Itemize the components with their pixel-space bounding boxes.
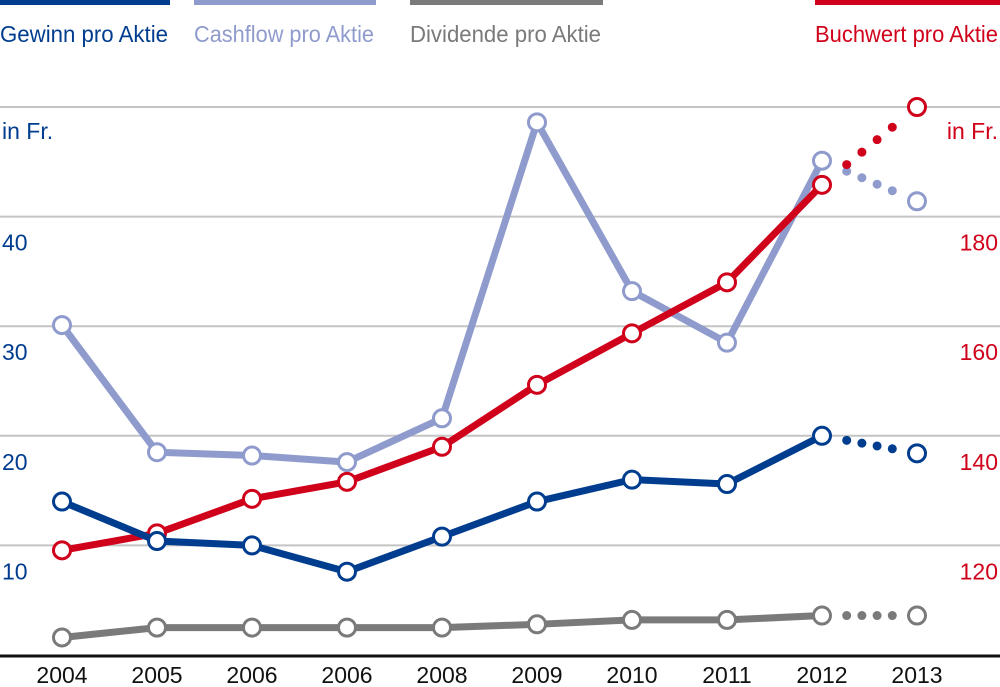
left-tick-label: 10 [2,558,28,584]
data-point [527,491,547,512]
data-point [717,332,737,353]
data-point [52,540,72,561]
data-point [622,609,642,630]
data-point [337,617,357,638]
data-point [717,272,737,293]
data-point [52,627,72,648]
right-tick-label: 180 [960,230,998,256]
data-point [147,531,167,552]
series-lines [52,97,927,648]
data-point [432,408,452,429]
left-axis-unit-label: in Fr. [2,118,53,144]
x-tick-label: 2013 [891,662,942,687]
legend-label: Buchwert pro Aktie [815,21,998,47]
data-point [52,491,72,512]
legend-label: Dividende pro Aktie [410,21,601,47]
data-point [812,174,832,195]
data-point [242,535,262,556]
data-point [147,442,167,463]
x-tick-labels: 2004 2005 2006 2006 2008 2009 2010 2011 2012 2013 [36,662,942,687]
data-point [527,614,547,635]
projection-dot [842,166,852,176]
right-tick-label: 160 [960,339,998,365]
projection-dot [857,147,867,157]
data-point [812,150,832,171]
projection-dot [887,611,897,621]
data-point [337,471,357,492]
left-tick-label: 20 [2,449,28,475]
projection-dot [872,441,882,451]
right-axis-unit-label: in Fr. [947,118,998,144]
x-tick-label: 2012 [796,662,847,687]
data-point [432,526,452,547]
projection-dot [842,611,852,621]
projection-dot [872,135,882,145]
x-tick-label: 2008 [416,662,467,687]
x-tick-label: 2009 [511,662,562,687]
projection-dot [857,438,867,448]
projection-dot [887,186,897,196]
projection-dot [872,179,882,189]
projection-dot [857,173,867,183]
x-tick-label: 2005 [131,662,182,687]
data-point [622,469,642,490]
data-point [432,617,452,638]
right-tick-label: 140 [960,449,998,475]
x-tick-label: 2006 [226,662,277,687]
data-point [242,488,262,509]
x-tick-label: 2010 [606,662,657,687]
x-tick-label: 2004 [36,662,87,687]
projection-dot [887,122,897,132]
data-point [527,374,547,395]
legend-swatch [194,0,376,5]
legend-swatch [815,0,1000,5]
data-point [242,617,262,638]
gridlines [0,106,1000,547]
data-point [907,443,927,464]
projection-dot [887,444,897,454]
legend-label: Gewinn pro Aktie [0,21,168,47]
data-point [907,605,927,626]
x-tick-label: 2011 [702,662,751,687]
data-point [812,425,832,446]
projection-dot [842,435,852,445]
data-point [622,323,642,344]
data-point [242,445,262,466]
left-tick-label: 30 [2,339,28,365]
legend-swatch [410,0,603,5]
legend-label: Cashflow pro Aktie [194,21,374,47]
projection-dot [842,160,852,170]
data-point [52,315,72,336]
right-tick-label: 120 [960,558,998,584]
data-point [907,97,927,117]
data-point [337,452,357,473]
data-point [622,281,642,302]
data-point [527,112,547,133]
data-point [147,617,167,638]
legend: Gewinn pro Aktie Cashflow pro Aktie Divide… [0,0,1000,47]
series-line [61,182,825,554]
projection-dot [857,611,867,621]
projection-dot [872,611,882,621]
data-point [812,605,832,626]
x-tick-label: 2006 [321,662,372,687]
data-point [337,561,357,582]
data-point [432,436,452,457]
axes: in Fr. in Fr. 10 20 30 40 120 140 160 180 [2,118,998,584]
data-point [717,474,737,495]
data-point [717,609,737,630]
left-tick-label: 40 [2,230,28,256]
data-point [907,191,927,212]
legend-swatch [0,0,170,5]
